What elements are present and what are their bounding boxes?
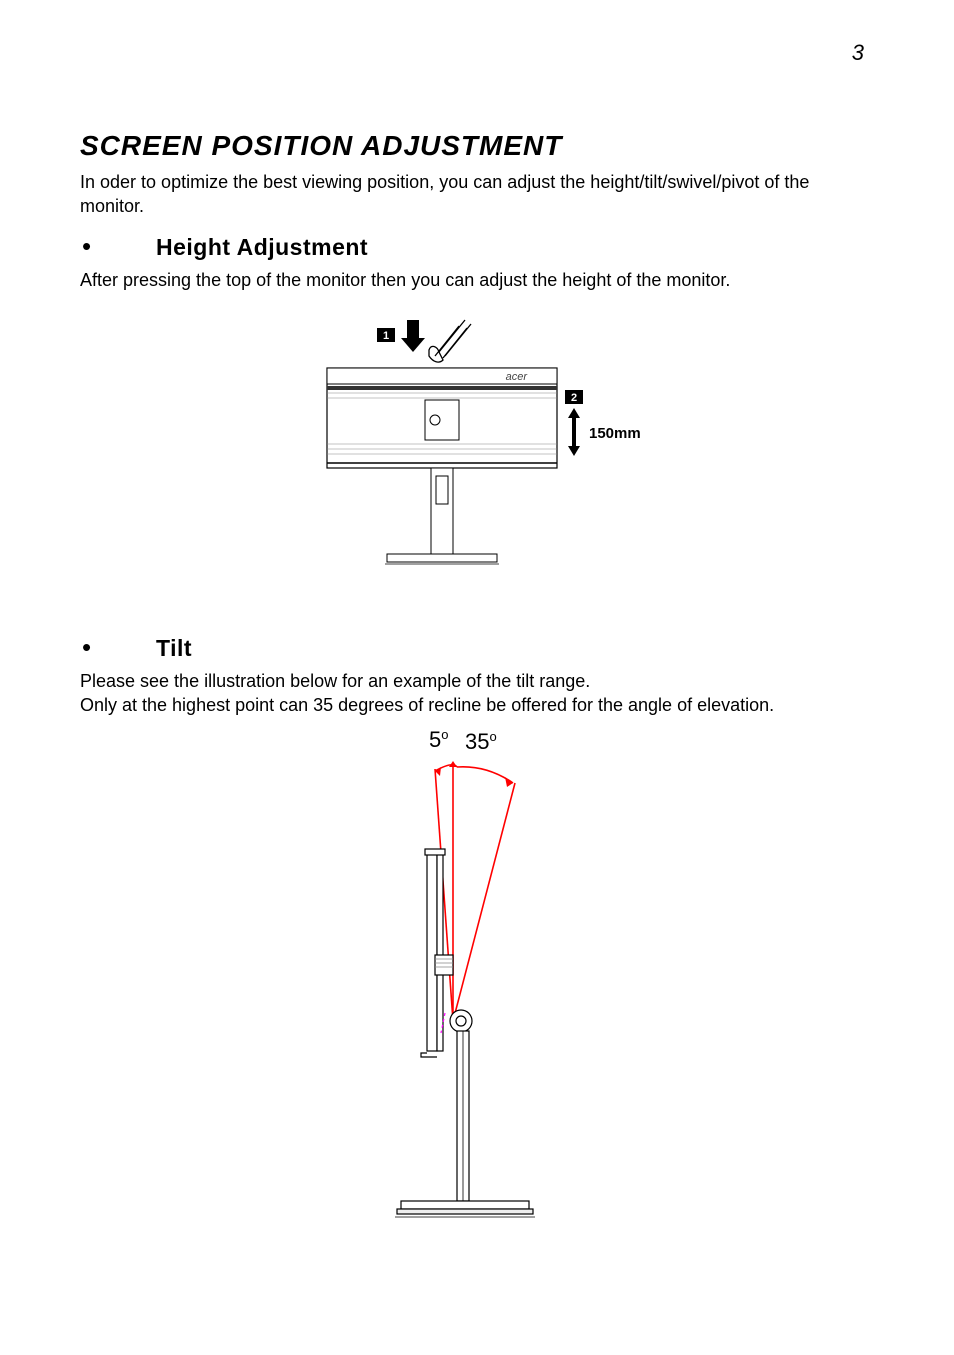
section-heading-height: • Height Adjustment xyxy=(80,231,874,262)
tilt-figure: 5o 35o xyxy=(80,721,874,1241)
height-figure: 1 acer xyxy=(80,312,874,612)
height-body: After pressing the top of the monitor th… xyxy=(80,268,874,292)
badge-1: 1 xyxy=(383,330,389,342)
badge-2: 2 xyxy=(571,392,577,404)
tilt-title: Tilt xyxy=(156,635,192,662)
page-number: 3 xyxy=(852,40,864,66)
height-diagram-svg: 1 acer xyxy=(297,312,657,612)
intro-paragraph: In oder to optimize the best viewing pos… xyxy=(80,170,874,219)
height-title: Height Adjustment xyxy=(156,234,368,261)
tilt-body-line1: Please see the illustration below for an… xyxy=(80,671,590,691)
angle-35: 35o xyxy=(465,729,497,754)
tilt-body: Please see the illustration below for an… xyxy=(80,669,874,718)
brand-label: acer xyxy=(506,371,529,383)
bullet-icon: • xyxy=(80,231,156,262)
tilt-diagram-svg: 5o 35o xyxy=(357,721,597,1241)
section-heading-tilt: • Tilt xyxy=(80,632,874,663)
main-title: SCREEN POSITION ADJUSTMENT xyxy=(80,130,874,162)
page-content: SCREEN POSITION ADJUSTMENT In oder to op… xyxy=(0,0,954,1241)
angle-5: 5o xyxy=(429,727,448,752)
tilt-body-line2: Only at the highest point can 35 degrees… xyxy=(80,695,774,715)
distance-label: 150mm xyxy=(589,425,641,442)
bullet-icon: • xyxy=(80,632,156,663)
